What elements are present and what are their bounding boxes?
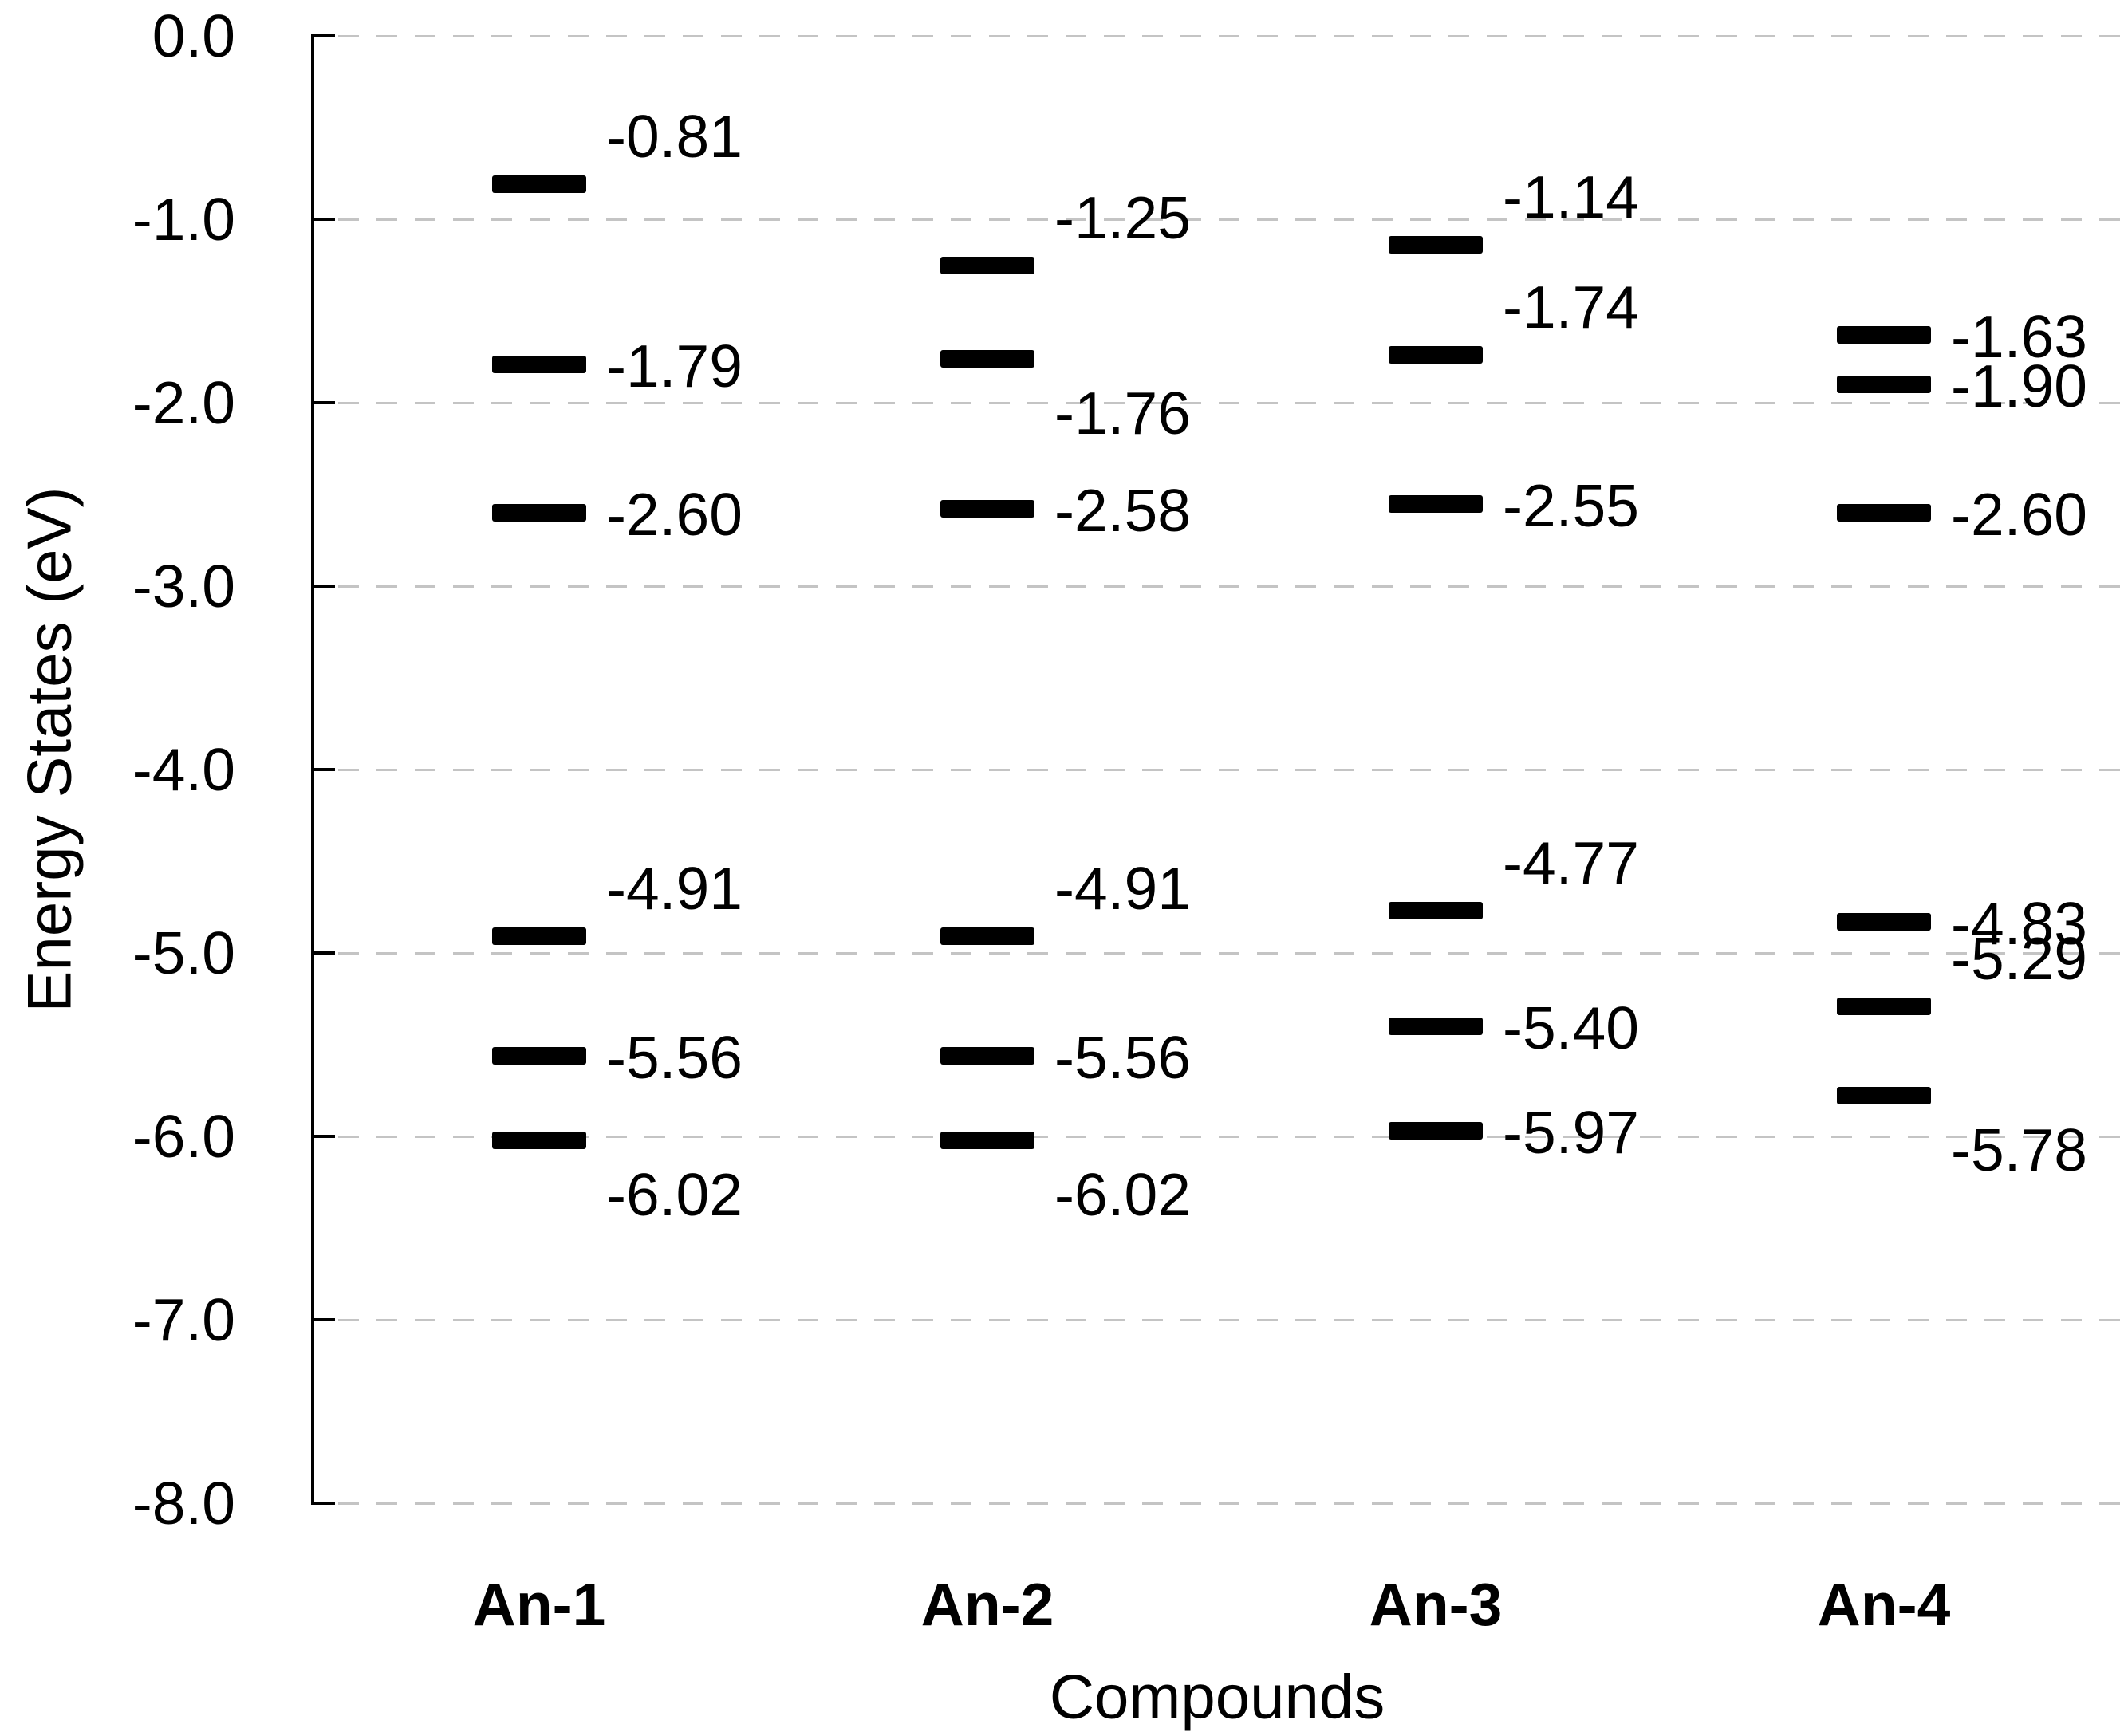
energy-level-value: -4.77	[1503, 829, 1639, 897]
energy-level-bar	[1837, 912, 1931, 931]
energy-level-bar	[1389, 346, 1483, 364]
energy-level-bar	[1837, 997, 1931, 1015]
energy-level-bar	[940, 1046, 1034, 1065]
y-tick	[313, 218, 335, 221]
category-label-an-1: An-1	[472, 1571, 606, 1638]
category-label-an-3: An-3	[1369, 1571, 1503, 1638]
energy-level-bar	[940, 256, 1034, 274]
energy-level-value: -2.58	[1054, 477, 1191, 545]
gridline	[338, 769, 2122, 771]
energy-level-value: -0.81	[606, 103, 743, 171]
y-tick	[313, 1135, 335, 1138]
y-tick-label: -4.0	[132, 736, 235, 803]
energy-level-bar	[1389, 236, 1483, 254]
y-tick-label: 0.0	[152, 2, 235, 69]
energy-level-bar	[1389, 902, 1483, 920]
energy-level-bar	[492, 355, 586, 373]
energy-level-value: -5.40	[1503, 994, 1639, 1061]
y-tick	[313, 401, 335, 404]
gridline	[338, 585, 2122, 588]
x-axis-title: Compounds	[1049, 1661, 1385, 1732]
y-tick	[313, 1502, 335, 1505]
y-tick	[313, 1318, 335, 1321]
energy-level-bar	[1837, 376, 1931, 393]
gridline	[338, 1502, 2122, 1505]
energy-level-bar	[1837, 504, 1931, 522]
energy-level-value: -2.60	[1951, 481, 2087, 548]
y-tick-label: -2.0	[132, 369, 235, 436]
y-tick-label: -7.0	[132, 1286, 235, 1353]
energy-level-value: -1.74	[1503, 274, 1639, 341]
gridline	[338, 1319, 2122, 1321]
y-tick	[313, 768, 335, 771]
y-tick	[313, 951, 335, 955]
energy-level-bar	[940, 927, 1034, 946]
energy-level-value: -2.60	[606, 481, 743, 548]
y-tick-label: -8.0	[132, 1470, 235, 1537]
energy-level-bar	[1389, 1018, 1483, 1035]
energy-level-value: -5.56	[1054, 1023, 1191, 1091]
energy-level-bar	[940, 1131, 1034, 1149]
category-label-an-2: An-2	[920, 1571, 1054, 1638]
gridline	[338, 402, 2122, 404]
energy-level-value: -1.79	[606, 332, 743, 400]
gridline	[338, 218, 2122, 221]
energy-level-bar	[492, 927, 586, 946]
energy-level-value: -5.56	[606, 1023, 743, 1091]
energy-level-value: -1.76	[1054, 379, 1191, 447]
energy-level-bar	[492, 1046, 586, 1065]
energy-level-value: -1.14	[1503, 163, 1639, 231]
energy-level-value: -6.02	[1054, 1160, 1191, 1228]
energy-level-value: -5.78	[1951, 1116, 2087, 1184]
y-tick-label: -5.0	[132, 919, 235, 986]
y-tick-label: -6.0	[132, 1103, 235, 1170]
energy-level-bar	[492, 504, 586, 522]
gridline	[338, 35, 2122, 37]
energy-level-value: -1.63	[1951, 302, 2087, 370]
energy-level-bar	[1389, 494, 1483, 513]
energy-level-value: -5.97	[1503, 1099, 1639, 1167]
energy-level-value: -4.91	[606, 855, 743, 923]
energy-level-bar	[1389, 1122, 1483, 1140]
energy-level-bar	[940, 349, 1034, 368]
y-tick	[313, 34, 335, 37]
energy-level-value: -4.83	[1951, 889, 2087, 957]
y-tick-label: -3.0	[132, 553, 235, 620]
y-tick-label: -1.0	[132, 186, 235, 253]
energy-level-bar	[1837, 325, 1931, 344]
gridline	[338, 1136, 2122, 1138]
energy-level-value: -4.91	[1054, 855, 1191, 923]
energy-level-bar	[492, 175, 586, 194]
category-label-an-4: An-4	[1817, 1571, 1951, 1638]
energy-level-value: -6.02	[606, 1160, 743, 1228]
energy-level-value: -1.90	[1951, 352, 2087, 419]
y-tick	[313, 585, 335, 588]
energy-level-bar	[940, 500, 1034, 518]
energy-level-bar	[1837, 1087, 1931, 1105]
energy-level-bar	[492, 1131, 586, 1149]
energy-level-value: -1.25	[1054, 183, 1191, 251]
gridline	[338, 952, 2122, 955]
energy-level-value: -2.55	[1503, 471, 1639, 539]
energy-level-value: -5.29	[1951, 924, 2087, 992]
